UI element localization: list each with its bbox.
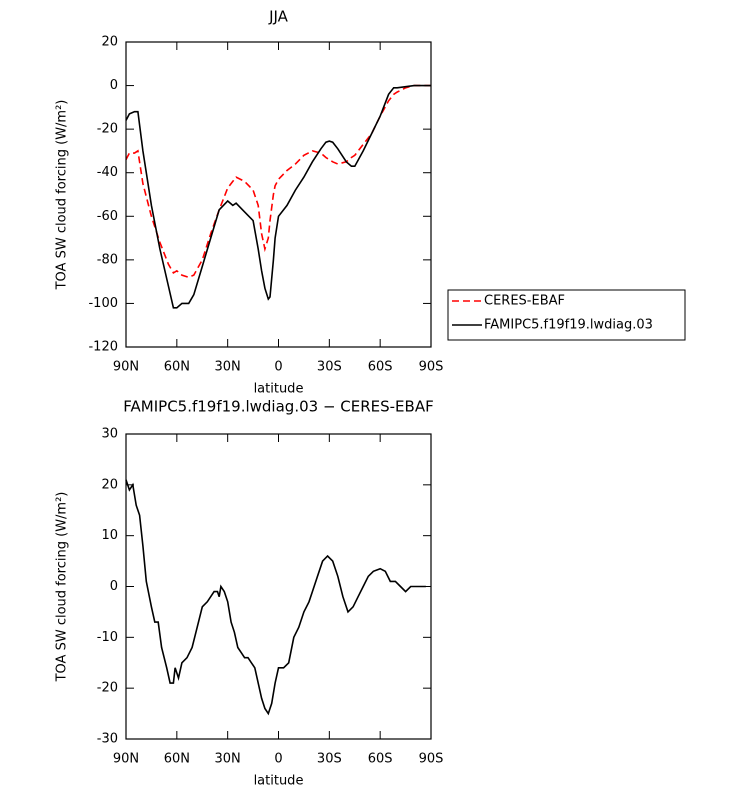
data-line [125,479,426,716]
x-tick-label: 90S [419,752,444,767]
y-tick-label: 20 [101,35,118,50]
x-tick-label: 60S [368,360,393,375]
chart-title: FAMIPC5.f19f19.lwdiag.03 − CERES-EBAF [123,398,433,416]
y-axis-label: TOA SW cloud forcing (W/m²) [55,492,70,683]
x-tick-label: 90N [113,360,139,375]
chart-title: JJA [268,8,289,26]
legend-label: FAMIPC5.f19f19.lwdiag.03 [484,318,653,333]
x-tick-label: 90N [113,752,139,767]
x-axis-label: latitude [254,774,304,789]
y-tick-label: -80 [97,252,118,267]
y-tick-label: -120 [88,340,118,355]
y-tick-label: 20 [101,477,118,492]
y-tick-label: -30 [97,732,118,747]
x-tick-label: 30N [215,360,241,375]
plot-frame [125,433,432,740]
x-tick-label: 30S [317,752,342,767]
x-tick-label: 0 [274,752,282,767]
x-tick-label: 30N [215,752,241,767]
x-tick-label: 0 [274,360,282,375]
legend-label: CERES-EBAF [484,294,565,309]
y-tick-label: -20 [97,681,118,696]
y-tick-label: -20 [97,122,118,137]
x-tick-label: 60N [164,360,190,375]
y-tick-label: 10 [101,528,118,543]
y-tick-label: 0 [110,78,118,93]
y-tick-label: -100 [88,296,118,311]
y-axis-label: TOA SW cloud forcing (W/m²) [55,100,70,291]
x-tick-label: 30S [317,360,342,375]
x-tick-label: 60S [368,752,393,767]
y-tick-label: 0 [110,579,118,594]
x-tick-label: 60N [164,752,190,767]
x-tick-label: 90S [419,360,444,375]
data-line [125,84,431,279]
y-tick-label: -60 [97,209,118,224]
data-line [125,84,431,309]
y-tick-label: 30 [101,427,118,442]
x-axis-label: latitude [254,382,304,397]
y-tick-label: -10 [97,630,118,645]
y-tick-label: -40 [97,165,118,180]
legend-box [447,289,686,341]
